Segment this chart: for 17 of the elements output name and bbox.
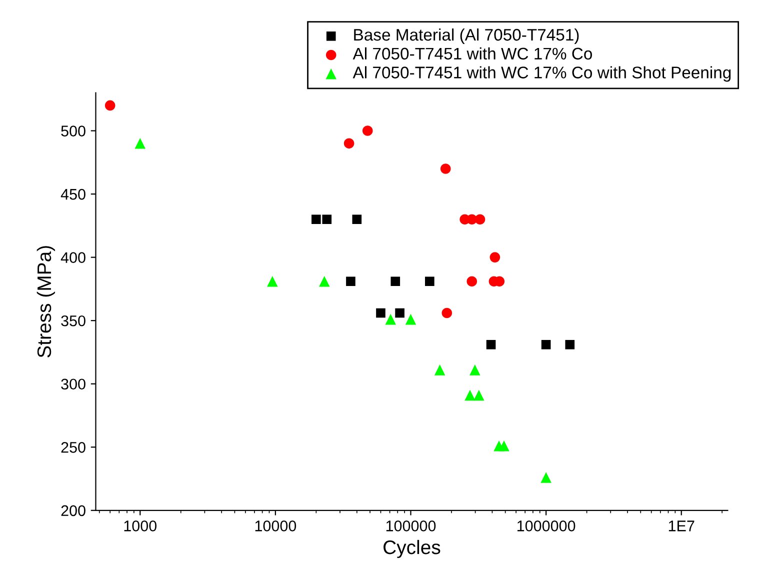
y-tick-label: 200 xyxy=(61,505,86,516)
y-tick-label: 350 xyxy=(61,315,86,326)
x-tick-label: 1000 xyxy=(124,520,157,532)
y-tick-label: 300 xyxy=(61,378,86,390)
y-tick-label: 250 xyxy=(61,442,86,453)
x-tick-label: 100000 xyxy=(386,520,436,532)
x-tick-label: 10000 xyxy=(255,520,296,532)
legend-label: Al 7050-T7451 with WC 17% Co xyxy=(352,47,592,60)
x-tick-label: 1E7 xyxy=(668,520,694,532)
legend-label: Base Material (Al 7050-T7451) xyxy=(354,28,579,44)
x-axis-title: Cycles xyxy=(384,540,440,558)
y-axis-title: Stress (MPa) xyxy=(36,246,55,358)
y-tick-label: 500 xyxy=(61,126,86,136)
x-tick-label: 1000000 xyxy=(517,520,576,532)
y-tick-label: 450 xyxy=(60,188,86,200)
legend-label: Al 7050-T7451 with WC 17% Co with Shot Peening xyxy=(352,66,731,82)
y-tick-label: 400 xyxy=(60,252,86,263)
